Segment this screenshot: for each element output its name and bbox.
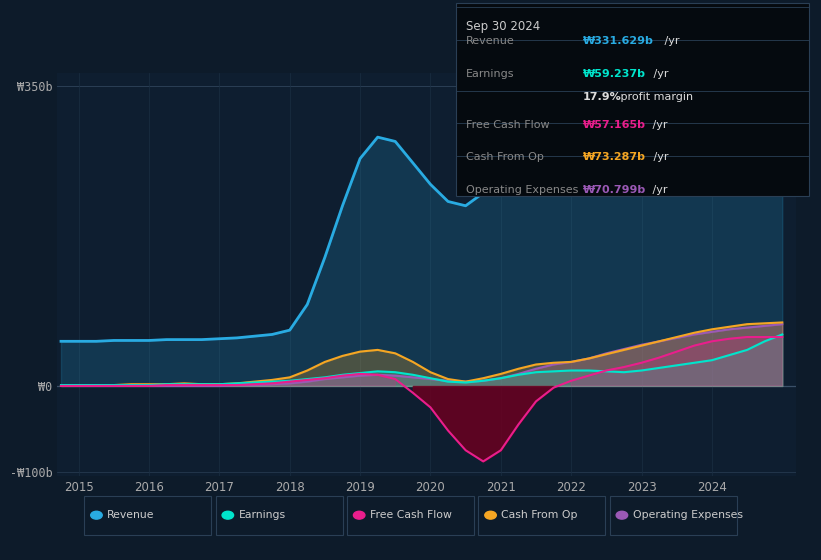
Text: profit margin: profit margin (617, 92, 694, 102)
Text: ₩73.287b: ₩73.287b (583, 152, 646, 162)
Text: ₩70.799b: ₩70.799b (583, 185, 646, 195)
Text: Operating Expenses: Operating Expenses (466, 185, 578, 195)
Text: ₩59.237b: ₩59.237b (583, 69, 646, 79)
Text: Revenue: Revenue (466, 36, 514, 46)
Text: /yr: /yr (649, 120, 667, 130)
Text: /yr: /yr (650, 69, 669, 79)
Text: Free Cash Flow: Free Cash Flow (370, 510, 452, 520)
Text: ₩57.165b: ₩57.165b (583, 120, 646, 130)
Text: 17.9%: 17.9% (583, 92, 621, 102)
Text: Earnings: Earnings (466, 69, 514, 79)
Text: Free Cash Flow: Free Cash Flow (466, 120, 549, 130)
Text: Sep 30 2024: Sep 30 2024 (466, 20, 539, 32)
Text: Operating Expenses: Operating Expenses (632, 510, 742, 520)
Text: ₩331.629b: ₩331.629b (583, 36, 654, 46)
Text: /yr: /yr (649, 185, 667, 195)
Text: Earnings: Earnings (238, 510, 286, 520)
Text: Revenue: Revenue (107, 510, 154, 520)
Text: /yr: /yr (650, 152, 669, 162)
Text: Cash From Op: Cash From Op (502, 510, 578, 520)
Text: /yr: /yr (661, 36, 680, 46)
Text: Cash From Op: Cash From Op (466, 152, 544, 162)
